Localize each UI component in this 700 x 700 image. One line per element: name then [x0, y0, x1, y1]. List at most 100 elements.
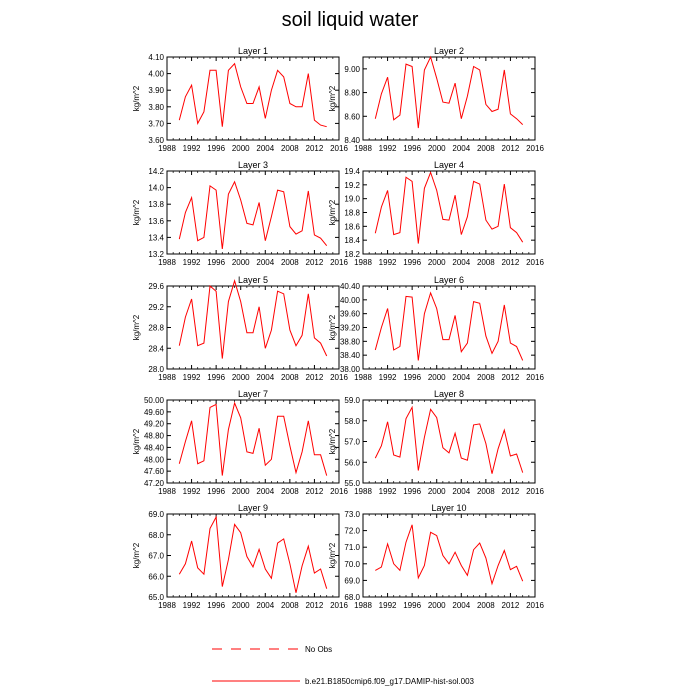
chart-6-ytick-label-1: 38.40	[340, 351, 361, 360]
chart-6-xtick-label-6: 2012	[502, 373, 520, 382]
chart-3-xtick-label-2: 1996	[207, 258, 225, 267]
chart-6-ytick-label-4: 39.60	[340, 310, 361, 319]
chart-5-xtick-label-4: 2004	[256, 373, 274, 382]
chart-1-title: Layer 1	[238, 46, 268, 56]
chart-1-xtick-label-5: 2008	[281, 144, 299, 153]
chart-1-ytick-label-0: 3.60	[148, 136, 164, 145]
chart-6-xtick-label-2: 1996	[403, 373, 421, 382]
chart-9-ylabel: kg/m^2	[132, 542, 141, 568]
chart-10-xtick-label-5: 2008	[477, 601, 495, 610]
chart-5: Layer 5 1988 1992 1996 2000 2004 2008 2012 2016 2…	[132, 275, 348, 382]
chart-4-ytick-label-6: 19.4	[344, 167, 360, 176]
chart-3: Layer 3 1988 1992 1996 2000 2004 2008 2012 2016 1…	[132, 160, 348, 267]
legend-model-label: b.e21.B1850cmip6.f09_g17.DAMIP-hist-sol.…	[305, 677, 475, 686]
chart-3-xtick-label-5: 2008	[281, 258, 299, 267]
chart-5-ytick-label-2: 28.8	[148, 324, 164, 333]
chart-4-xtick-label-6: 2012	[502, 258, 520, 267]
chart-1-ylabel: kg/m^2	[132, 85, 141, 111]
chart-10-xtick-label-0: 1988	[354, 601, 372, 610]
chart-10-xtick-label-6: 2012	[502, 601, 520, 610]
chart-1-xtick-label-7: 2016	[330, 144, 348, 153]
chart-8-xtick-label-0: 1988	[354, 487, 372, 496]
chart-7: Layer 7 1988 1992 1996 2000 2004 2008 2012 2016 4…	[132, 389, 348, 496]
chart-7-xtick-label-6: 2012	[306, 487, 324, 496]
chart-7-ytick-label-1: 47.60	[144, 467, 165, 476]
chart-8-frame	[362, 399, 536, 484]
chart-10-title: Layer 10	[431, 503, 466, 513]
chart-6-xtick-label-5: 2008	[477, 373, 495, 382]
chart-3-ytick-label-4: 14.0	[148, 184, 164, 193]
chart-1-ytick-label-2: 3.80	[148, 103, 164, 112]
chart-10-xtick-label-4: 2004	[452, 601, 470, 610]
chart-7-ytick-label-0: 47.20	[144, 479, 165, 488]
chart-6-ytick-label-2: 38.80	[340, 337, 361, 346]
chart-1-xtick-label-2: 1996	[207, 144, 225, 153]
chart-3-ytick-label-1: 13.4	[148, 233, 164, 242]
chart-8-ytick-label-2: 57.0	[344, 438, 360, 447]
chart-5-ytick-label-1: 28.4	[148, 344, 164, 353]
chart-5-xtick-label-7: 2016	[330, 373, 348, 382]
chart-6-frame	[362, 285, 536, 370]
chart-5-ylabel: kg/m^2	[132, 314, 141, 340]
chart-1-xtick-label-6: 2012	[306, 144, 324, 153]
chart-4-xtick-label-1: 1992	[379, 258, 397, 267]
chart-2-ytick-label-3: 9.00	[344, 65, 360, 74]
chart-2-xtick-label-3: 2000	[428, 144, 446, 153]
chart-4-title: Layer 4	[434, 160, 464, 170]
chart-3-ytick-label-3: 13.8	[148, 200, 164, 209]
chart-10-ylabel: kg/m^2	[328, 542, 337, 568]
chart-9-frame	[166, 513, 340, 598]
chart-3-xtick-label-6: 2012	[306, 258, 324, 267]
chart-10: Layer 10 1988 1992 1996 2000 2004 2008 2012 2016…	[328, 503, 544, 610]
chart-2-xtick-label-1: 1992	[379, 144, 397, 153]
chart-7-ytick-label-3: 48.40	[144, 443, 165, 452]
chart-1-xtick-label-3: 2000	[232, 144, 250, 153]
chart-2-ytick-label-0: 8.40	[344, 136, 360, 145]
chart-4-xtick-label-5: 2008	[477, 258, 495, 267]
chart-6-ytick-label-6: 40.40	[340, 282, 361, 291]
chart-5-title: Layer 5	[238, 275, 268, 285]
chart-9-ytick-label-2: 67.0	[148, 552, 164, 561]
chart-4-ylabel: kg/m^2	[328, 199, 337, 225]
chart-7-ytick-label-4: 48.80	[144, 432, 165, 441]
chart-7-ytick-label-2: 48.00	[144, 455, 165, 464]
chart-8-xtick-label-4: 2004	[452, 487, 470, 496]
chart-8-xtick-label-7: 2016	[526, 487, 544, 496]
chart-9-xtick-label-7: 2016	[330, 601, 348, 610]
chart-4-ytick-label-4: 19.0	[344, 195, 360, 204]
chart-8-ytick-label-1: 56.0	[344, 458, 360, 467]
chart-7-frame	[166, 399, 340, 484]
chart-1: Layer 1 1988 1992 1996 2000 2004 2008 2012 2016 3…	[132, 46, 348, 153]
chart-9-xtick-label-2: 1996	[207, 601, 225, 610]
chart-10-ytick-label-0: 68.0	[344, 593, 360, 602]
chart-7-xtick-label-0: 1988	[158, 487, 176, 496]
chart-4-ytick-label-0: 18.2	[344, 250, 360, 259]
chart-9-xtick-label-1: 1992	[183, 601, 201, 610]
chart-1-ytick-label-1: 3.70	[148, 119, 164, 128]
chart-3-ylabel: kg/m^2	[132, 199, 141, 225]
chart-5-series-1-line	[178, 279, 328, 359]
chart-4-xtick-label-7: 2016	[526, 258, 544, 267]
chart-10-xtick-label-3: 2000	[428, 601, 446, 610]
chart-2-ytick-label-1: 8.60	[344, 112, 360, 121]
chart-5-xtick-label-0: 1988	[158, 373, 176, 382]
chart-9-xtick-label-0: 1988	[158, 601, 176, 610]
chart-10-series-1-line	[375, 524, 524, 586]
chart-6-xtick-label-4: 2004	[452, 373, 470, 382]
chart-2-frame	[362, 56, 536, 141]
chart-3-ytick-label-5: 14.2	[148, 167, 164, 176]
chart-4-xtick-label-3: 2000	[428, 258, 446, 267]
chart-4-series-1-line	[374, 170, 524, 244]
chart-10-xtick-label-7: 2016	[526, 601, 544, 610]
chart-7-xtick-label-5: 2008	[281, 487, 299, 496]
chart-2-series-1-line	[374, 55, 524, 129]
chart-3-xtick-label-4: 2004	[256, 258, 274, 267]
chart-7-xtick-label-4: 2004	[256, 487, 274, 496]
chart-2-xtick-label-0: 1988	[354, 144, 372, 153]
chart-3-title: Layer 3	[238, 160, 268, 170]
chart-7-ytick-label-5: 49.20	[144, 420, 165, 429]
chart-4-xtick-label-0: 1988	[354, 258, 372, 267]
